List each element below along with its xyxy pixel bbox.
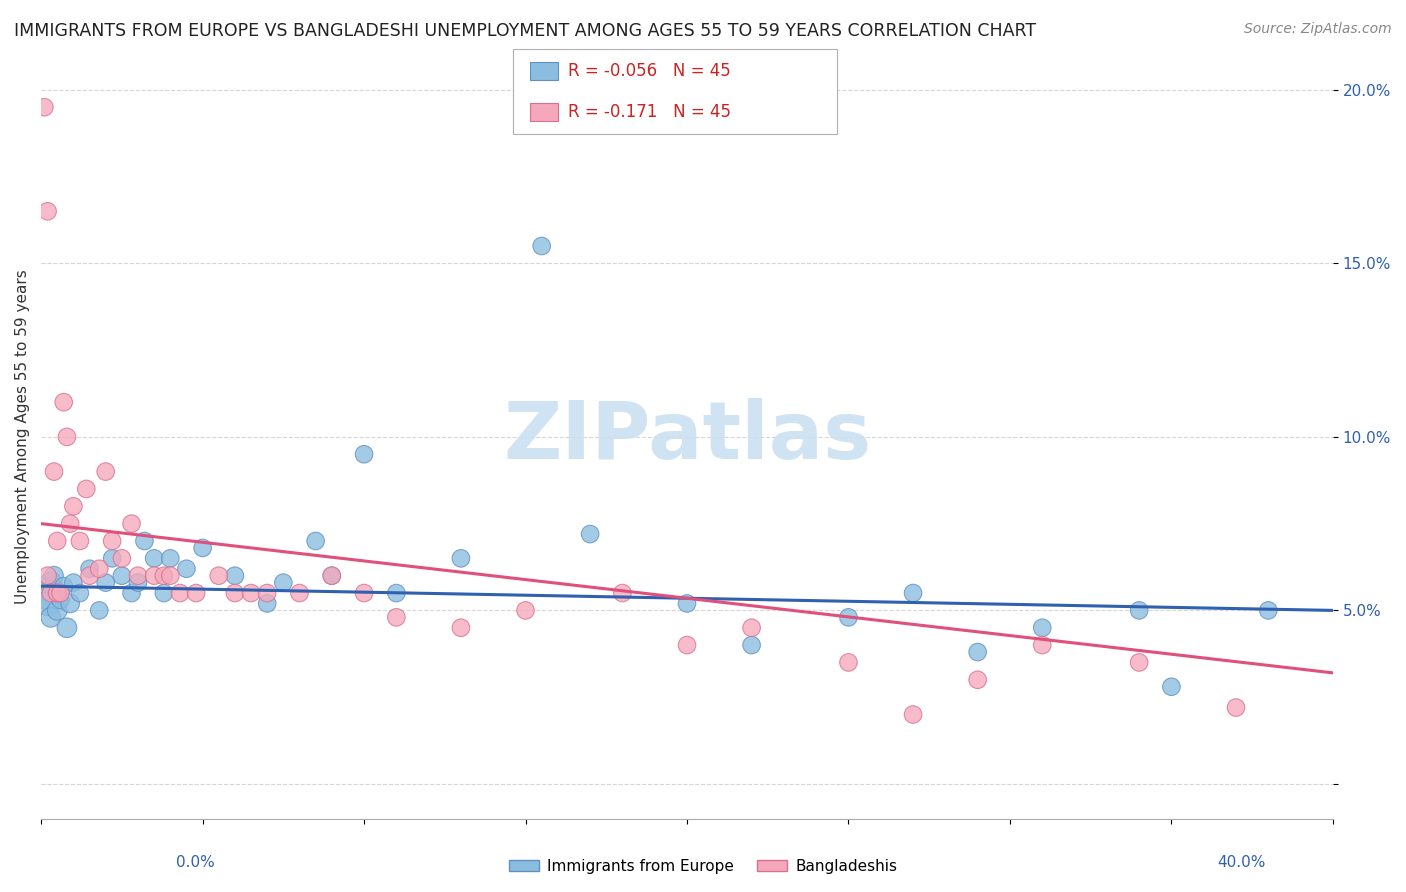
Point <box>1257 603 1279 617</box>
Point <box>49 593 72 607</box>
Point <box>966 673 988 687</box>
Point <box>79 568 101 582</box>
Text: IMMIGRANTS FROM EUROPE VS BANGLADESHI UNEMPLOYMENT AMONG AGES 55 TO 59 YEARS COR: IMMIGRANTS FROM EUROPE VS BANGLADESHI UN… <box>14 22 1036 40</box>
Point <box>176 562 198 576</box>
Point <box>143 551 166 566</box>
Point <box>385 586 408 600</box>
Point <box>134 533 156 548</box>
Point <box>304 533 326 548</box>
Point <box>1031 621 1053 635</box>
Point <box>1128 656 1150 670</box>
Point <box>191 541 214 555</box>
Point <box>111 568 134 582</box>
Point <box>837 656 859 670</box>
Point <box>143 568 166 582</box>
Point <box>37 597 59 611</box>
Point <box>94 575 117 590</box>
Point <box>321 568 343 582</box>
Point <box>42 465 65 479</box>
Y-axis label: Unemployment Among Ages 55 to 59 years: Unemployment Among Ages 55 to 59 years <box>15 269 30 604</box>
Point <box>46 603 69 617</box>
Point <box>676 597 699 611</box>
Point <box>39 610 62 624</box>
Point <box>153 568 176 582</box>
Point <box>256 586 278 600</box>
Point <box>159 551 181 566</box>
Text: 0.0%: 0.0% <box>176 855 215 870</box>
Point <box>273 575 295 590</box>
Point <box>530 239 553 253</box>
Point <box>56 430 79 444</box>
Point <box>1225 700 1247 714</box>
Point <box>59 516 82 531</box>
Point <box>901 586 924 600</box>
Point <box>240 586 263 600</box>
Point <box>208 568 231 582</box>
Point <box>184 586 207 600</box>
Point <box>1160 680 1182 694</box>
Point <box>353 586 375 600</box>
Point <box>111 551 134 566</box>
Legend: Immigrants from Europe, Bangladeshis: Immigrants from Europe, Bangladeshis <box>503 853 903 880</box>
Point <box>676 638 699 652</box>
Point <box>46 586 69 600</box>
Point <box>39 586 62 600</box>
Point <box>46 586 69 600</box>
Point <box>75 482 97 496</box>
Point <box>385 610 408 624</box>
Point <box>579 527 602 541</box>
Point <box>69 533 91 548</box>
Point <box>169 586 191 600</box>
Point <box>89 603 111 617</box>
Point <box>101 551 124 566</box>
Point <box>49 586 72 600</box>
Point <box>94 465 117 479</box>
Point <box>46 533 69 548</box>
Point <box>62 575 84 590</box>
Point <box>153 586 176 600</box>
Point <box>127 575 149 590</box>
Point <box>901 707 924 722</box>
Point <box>741 621 763 635</box>
Point <box>69 586 91 600</box>
Point <box>224 586 246 600</box>
Point <box>450 551 472 566</box>
Point <box>39 575 62 590</box>
Text: Source: ZipAtlas.com: Source: ZipAtlas.com <box>1244 22 1392 37</box>
Point <box>612 586 634 600</box>
Point <box>1128 603 1150 617</box>
Point <box>34 586 56 600</box>
Text: R = -0.056   N = 45: R = -0.056 N = 45 <box>568 62 731 80</box>
Point <box>450 621 472 635</box>
Point <box>966 645 988 659</box>
Point <box>89 562 111 576</box>
Point <box>79 562 101 576</box>
Point <box>159 568 181 582</box>
Point <box>127 568 149 582</box>
Point <box>121 516 143 531</box>
Point <box>515 603 537 617</box>
Point <box>224 568 246 582</box>
Point <box>1031 638 1053 652</box>
Point <box>37 568 59 582</box>
Text: ZIPatlas: ZIPatlas <box>503 398 872 475</box>
Point <box>59 597 82 611</box>
Point <box>837 610 859 624</box>
Point <box>42 568 65 582</box>
Point <box>34 100 56 114</box>
Point <box>288 586 311 600</box>
Point <box>56 621 79 635</box>
Text: 40.0%: 40.0% <box>1218 855 1265 870</box>
Point <box>353 447 375 461</box>
Point <box>52 579 75 593</box>
Point <box>52 395 75 409</box>
Point <box>62 500 84 514</box>
Text: R = -0.171   N = 45: R = -0.171 N = 45 <box>568 103 731 121</box>
Point <box>256 597 278 611</box>
Point <box>121 586 143 600</box>
Point <box>101 533 124 548</box>
Point <box>37 204 59 219</box>
Point <box>321 568 343 582</box>
Point <box>741 638 763 652</box>
